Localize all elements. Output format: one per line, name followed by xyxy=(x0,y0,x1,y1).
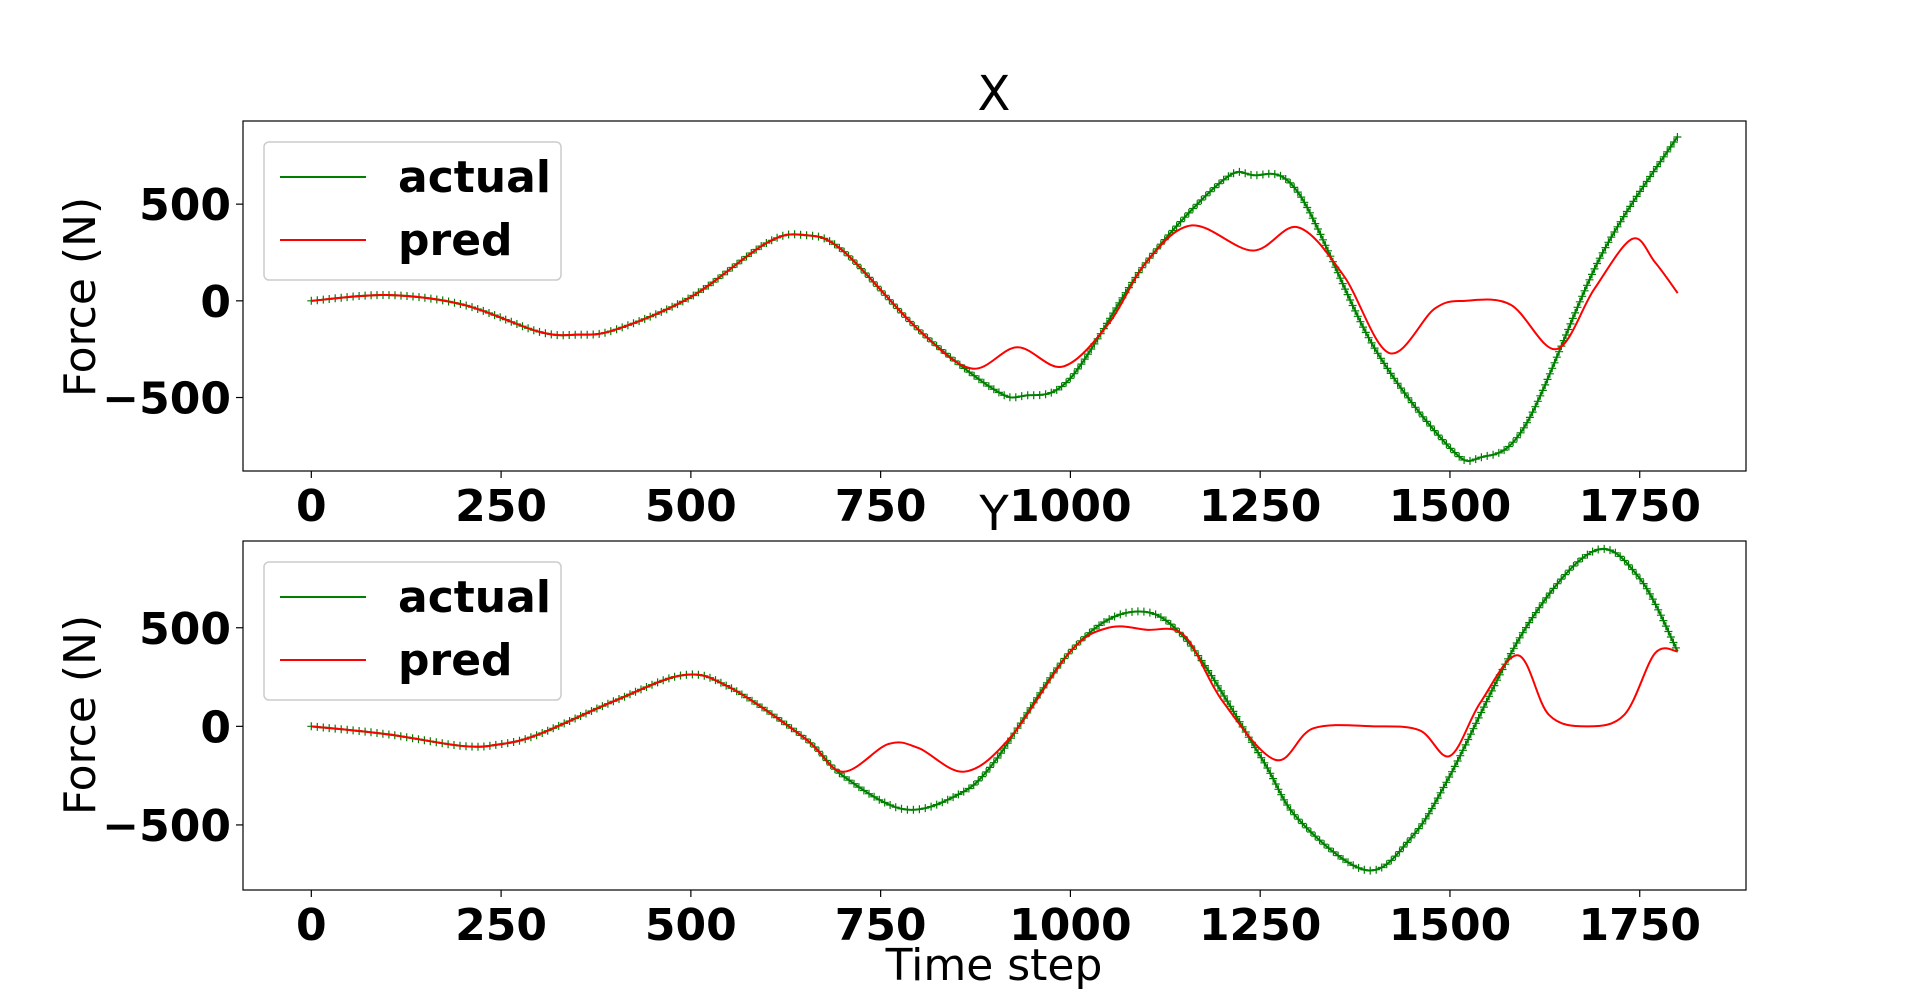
subplot-x-y-ticks: 500 0 −500 xyxy=(102,180,243,425)
subplot-x-x-tick-label: 250 xyxy=(455,481,547,532)
subplot-y-x-tick-label: 750 xyxy=(835,900,927,951)
subplot-x-x-tick-label: 1500 xyxy=(1389,481,1511,532)
subplot-y-x-tick-label: 500 xyxy=(645,900,737,951)
subplot-y-legend-pred-label: pred xyxy=(398,635,513,686)
subplot-x-y-tick-label: −500 xyxy=(102,374,231,425)
subplot-x-legend-pred-label: pred xyxy=(398,215,513,266)
subplot-x-x-tick-label: 750 xyxy=(835,481,927,532)
subplot-x-x-tick-label: 500 xyxy=(645,481,737,532)
subplot-x-legend-actual-label: actual xyxy=(398,152,551,203)
subplot-x-x-ticks: 0 250 500 750 1000 1250 1500 1750 xyxy=(296,471,1701,532)
subplot-y-legend: actual pred xyxy=(263,561,562,701)
subplot-y-x-tick-label: 1000 xyxy=(1009,900,1131,951)
subplot-y-y-tick-label: −500 xyxy=(102,801,231,852)
subplot-y-x-tick-label: 1750 xyxy=(1578,900,1700,951)
subplot-y-x-ticks: 0 250 500 750 1000 1250 1500 1750 xyxy=(296,890,1701,951)
subplot-x-legend: actual pred xyxy=(263,141,562,281)
subplot-y-marks xyxy=(307,544,1680,875)
subplot-x-y-axis-label: Force (N) xyxy=(55,197,106,397)
subplot-x-x-tick-label: 0 xyxy=(296,481,327,532)
subplot-x-axes-frame xyxy=(242,120,1747,472)
subplot-x-x-tick-label: 1250 xyxy=(1199,481,1321,532)
subplot-y-y-ticks: 500 0 −500 xyxy=(102,604,243,852)
subplot-y-x-tick-label: 1500 xyxy=(1389,900,1511,951)
subplot-x-marks xyxy=(307,133,1682,465)
subplot-x-y-tick-label: 0 xyxy=(200,277,231,328)
subplot-y-axes-frame xyxy=(242,540,1747,891)
subplot-y-x-tick-label: 1250 xyxy=(1199,900,1321,951)
subplot-x-x-tick-label: 1000 xyxy=(1009,481,1131,532)
subplot-x-x-tick-label: 1750 xyxy=(1578,481,1700,532)
subplot-y-y-tick-label: 0 xyxy=(200,702,231,753)
subplot-y-x-tick-label: 250 xyxy=(455,900,547,951)
subplot-y: Y Force (N) 0 250 500 750 1000 1250 1500 1750 5… xyxy=(55,486,1747,991)
subplot-y-legend-actual-label: actual xyxy=(398,572,551,623)
subplot-y-title: Y xyxy=(978,486,1009,542)
subplot-y-y-axis-label: Force (N) xyxy=(55,615,106,815)
subplot-x-title: X xyxy=(978,66,1011,122)
subplot-y-x-tick-label: 0 xyxy=(296,900,327,951)
subplot-x: X Force (N) 0 250 500 750 1000 1250 1500 1750 5… xyxy=(55,66,1747,532)
subplot-x-y-tick-label: 500 xyxy=(139,180,231,231)
subplot-y-y-tick-label: 500 xyxy=(139,604,231,655)
subplot-x-series-pred-line xyxy=(311,224,1679,370)
subplot-y-series-pred-line xyxy=(311,625,1678,773)
subplot-y-x-axis-label: Time step xyxy=(885,940,1103,991)
